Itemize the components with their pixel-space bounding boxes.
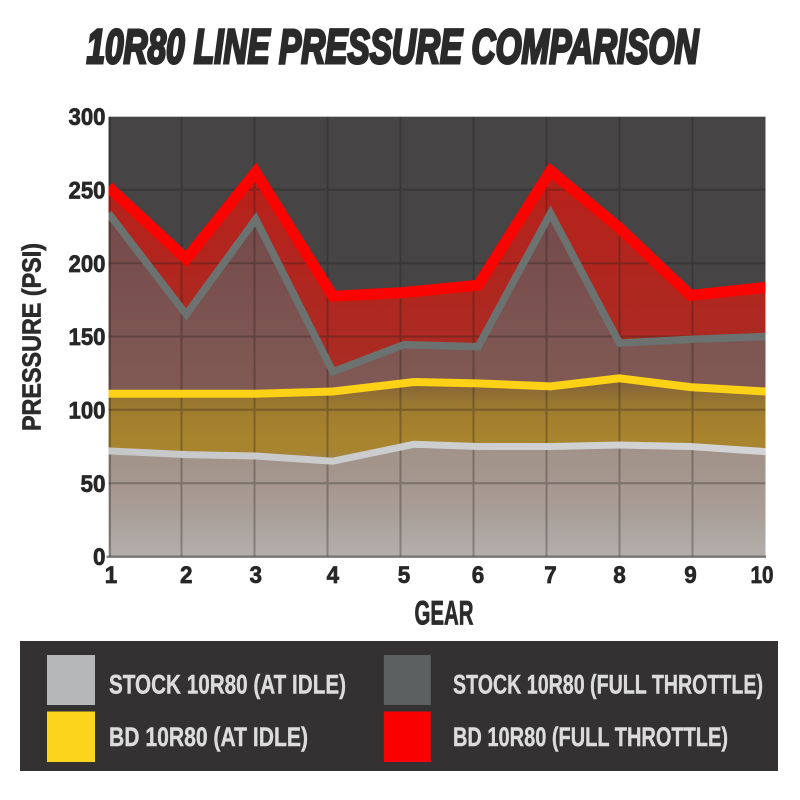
svg-text:BD 10R80 (AT IDLE): BD 10R80 (AT IDLE) — [109, 722, 308, 752]
svg-text:250: 250 — [69, 178, 106, 205]
svg-text:STOCK 10R80 (FULL THROTTLE): STOCK 10R80 (FULL THROTTLE) — [453, 670, 763, 700]
svg-text:4: 4 — [327, 562, 340, 589]
svg-text:100: 100 — [69, 398, 106, 425]
svg-text:0: 0 — [93, 544, 106, 571]
svg-text:5: 5 — [398, 562, 411, 589]
svg-text:BD 10R80 (FULL THROTTLE): BD 10R80 (FULL THROTTLE) — [453, 722, 728, 752]
svg-text:8: 8 — [613, 562, 626, 589]
svg-text:9: 9 — [684, 562, 697, 589]
svg-text:200: 200 — [69, 251, 106, 278]
svg-text:50: 50 — [81, 471, 106, 498]
svg-text:GEAR: GEAR — [415, 595, 474, 633]
svg-text:2: 2 — [180, 562, 193, 589]
svg-text:7: 7 — [544, 562, 557, 589]
svg-text:1: 1 — [105, 562, 118, 589]
svg-text:10: 10 — [751, 562, 774, 589]
svg-text:STOCK 10R80 (AT IDLE): STOCK 10R80 (AT IDLE) — [109, 670, 346, 700]
svg-text:PRESSURE (PSI): PRESSURE (PSI) — [17, 243, 47, 431]
svg-text:6: 6 — [472, 562, 485, 589]
svg-text:300: 300 — [69, 104, 106, 131]
svg-text:150: 150 — [69, 324, 106, 351]
svg-text:3: 3 — [249, 562, 262, 589]
svg-text:10R80 LINE PRESSURE COMPARISON: 10R80 LINE PRESSURE COMPARISON — [87, 20, 700, 74]
